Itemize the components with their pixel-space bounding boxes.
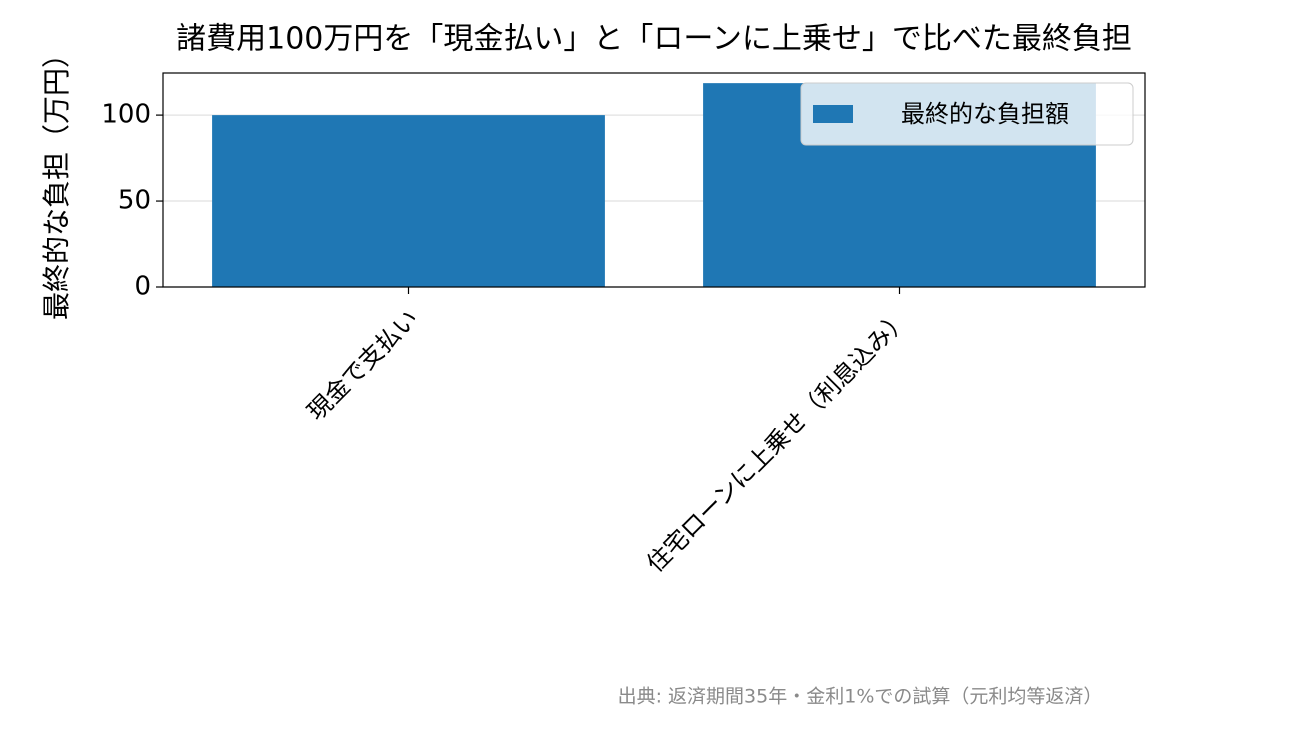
y-tick-label: 0 xyxy=(134,272,151,302)
y-axis-label: 最終的な負担（万円） xyxy=(40,40,73,320)
y-tick-label: 100 xyxy=(101,100,151,130)
source-note: 出典: 返済期間35年・金利1%での試算（元利均等返済） xyxy=(618,686,1103,708)
y-tick-label: 50 xyxy=(118,186,151,216)
chart-title: 諸費用100万円を「現金払い」と「ローンに上乗せ」で比べた最終負担 xyxy=(176,22,1132,57)
legend-label: 最終的な負担額 xyxy=(901,100,1069,128)
bar xyxy=(212,115,605,287)
legend-swatch xyxy=(813,105,853,123)
legend-box xyxy=(800,82,1134,146)
plot-frame xyxy=(162,72,1146,288)
legend: 最終的な負担額 xyxy=(800,82,1134,146)
